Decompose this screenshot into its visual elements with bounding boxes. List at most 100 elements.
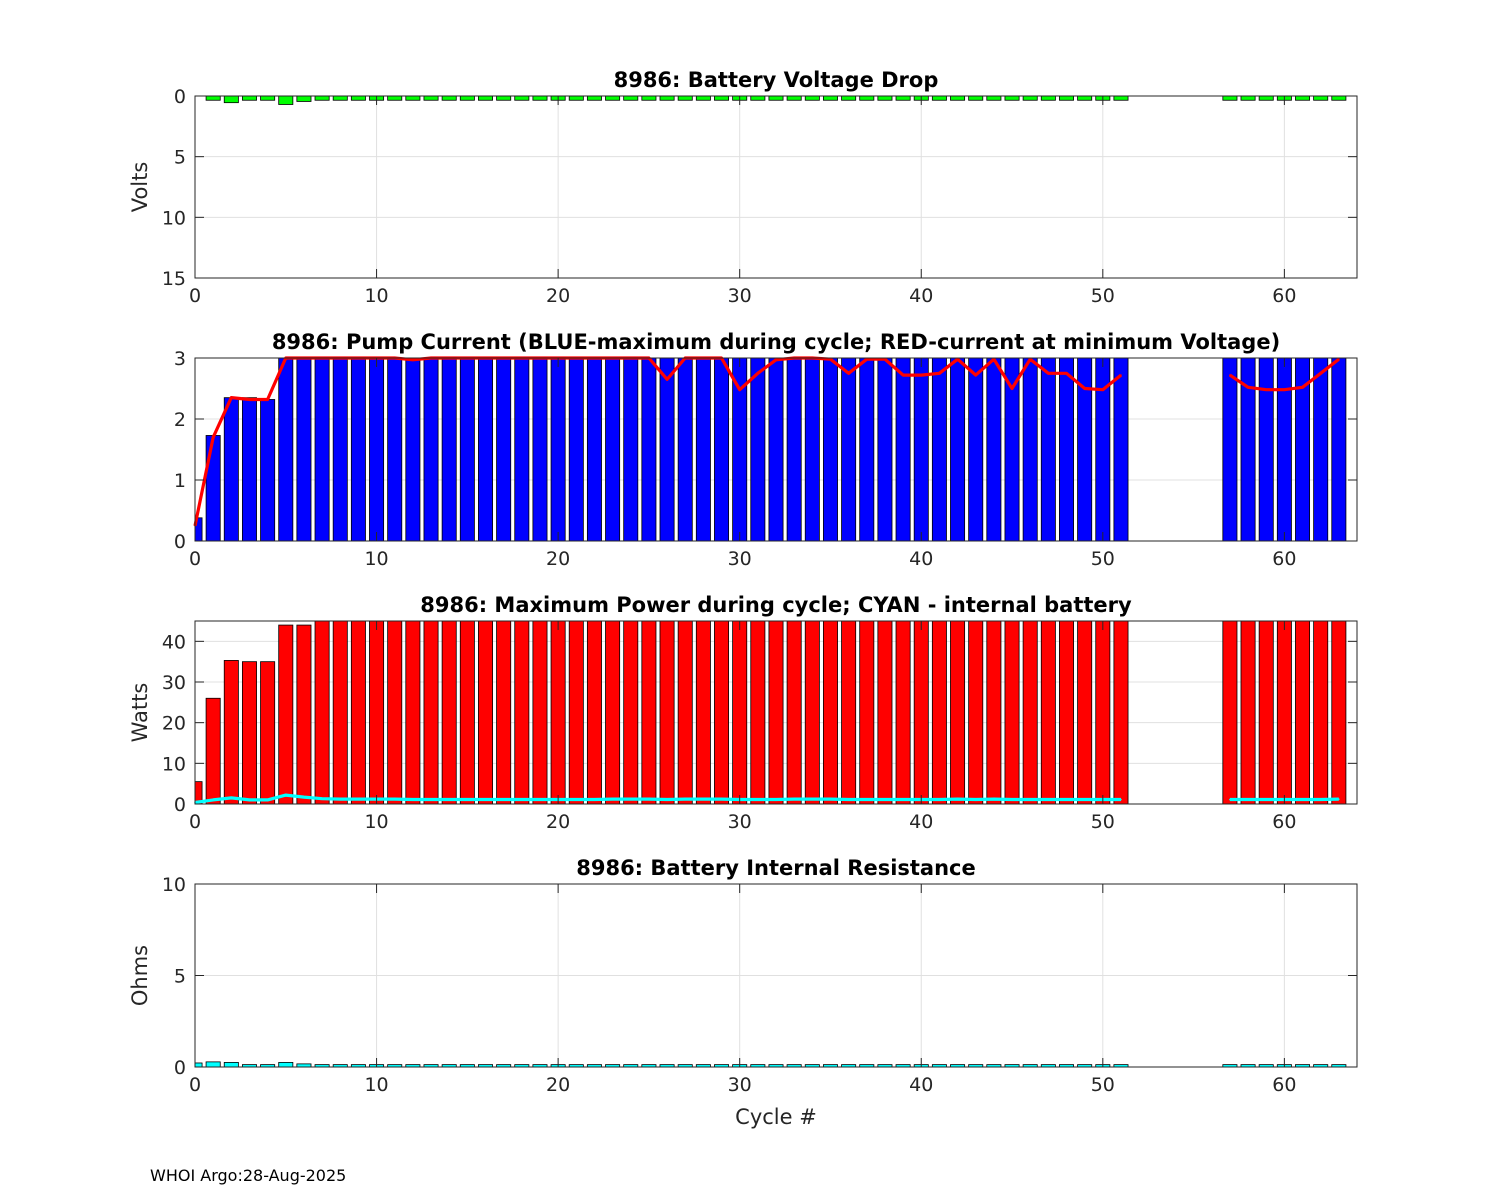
data-bar <box>586 620 602 805</box>
x-tick-label: 30 <box>728 548 752 570</box>
chart-title: 8986: Battery Voltage Drop <box>614 68 939 92</box>
data-bar <box>968 620 984 805</box>
data-point <box>230 396 233 399</box>
data-point <box>466 798 469 801</box>
data-point <box>1247 798 1249 801</box>
data-point <box>829 358 832 361</box>
data-bar <box>478 620 493 805</box>
data-bar <box>405 357 421 542</box>
x-tick-label: 30 <box>728 1074 752 1096</box>
y-axis-label: Volts <box>128 162 152 213</box>
data-point <box>684 798 687 800</box>
data-bar <box>459 95 475 101</box>
data-point <box>412 359 414 361</box>
data-bar <box>1077 620 1093 805</box>
y-tick-label: 1 <box>174 470 186 492</box>
data-bar <box>641 357 657 542</box>
data-bar <box>369 620 385 805</box>
data-bar <box>496 620 512 805</box>
data-bar <box>1022 357 1038 542</box>
data-bar <box>332 357 348 542</box>
data-bar <box>332 95 348 101</box>
data-bar <box>877 95 893 101</box>
data-bar <box>986 95 1002 101</box>
data-bar <box>804 620 820 805</box>
x-tick-label: 10 <box>364 285 388 307</box>
data-bar <box>750 357 766 542</box>
data-bar <box>1295 620 1311 805</box>
data-point <box>1047 372 1050 375</box>
data-point <box>1301 386 1304 389</box>
data-bar <box>514 95 530 101</box>
data-bar <box>913 357 929 542</box>
data-bar <box>278 95 294 105</box>
data-bar <box>1022 620 1038 805</box>
data-bar <box>1222 95 1238 101</box>
data-bar <box>1113 620 1129 805</box>
data-bar <box>1258 357 1274 542</box>
data-bar <box>786 620 802 805</box>
data-bar <box>841 95 857 101</box>
data-bar <box>950 357 966 542</box>
data-point <box>884 798 886 801</box>
data-bar <box>205 697 221 805</box>
data-bar <box>750 95 766 101</box>
data-bar <box>714 357 730 542</box>
data-bar <box>659 620 675 805</box>
bar-series <box>194 620 1347 805</box>
data-bar <box>369 357 385 542</box>
data-point <box>521 798 523 801</box>
data-bar <box>1059 620 1074 805</box>
data-point <box>248 398 251 401</box>
data-bar <box>1095 620 1111 805</box>
y-tick-label: 0 <box>174 794 186 816</box>
data-point <box>1301 798 1304 801</box>
data-point <box>1319 372 1322 375</box>
x-tick-label: 40 <box>909 285 933 307</box>
chart-title: 8986: Maximum Power during cycle; CYAN -… <box>420 593 1132 617</box>
data-point <box>1338 358 1340 361</box>
data-bar <box>1222 620 1238 805</box>
data-bar <box>387 95 403 101</box>
data-point <box>539 798 541 801</box>
data-point <box>266 799 269 801</box>
axes-background <box>195 96 1357 278</box>
data-bar <box>623 95 639 101</box>
data-point <box>1229 374 1231 376</box>
data-point <box>1120 374 1122 376</box>
data-point <box>266 398 269 401</box>
data-bar <box>1040 95 1056 101</box>
data-bar <box>859 357 875 542</box>
data-bar <box>877 620 893 805</box>
data-bar <box>623 620 639 805</box>
data-bar <box>695 620 711 805</box>
data-bar <box>205 95 221 101</box>
data-bar <box>1276 620 1292 805</box>
data-bar <box>314 95 330 101</box>
data-bar <box>332 620 348 805</box>
y-tick-label: 30 <box>162 672 186 694</box>
data-bar <box>241 661 257 805</box>
x-tick-label: 30 <box>728 285 752 307</box>
data-point <box>920 374 923 376</box>
data-bar <box>804 357 820 542</box>
bar-series <box>194 357 1347 542</box>
data-point <box>230 797 233 799</box>
data-bar <box>405 95 421 101</box>
footer-credit: WHOI Argo:28-Aug-2025 <box>150 1166 347 1185</box>
data-bar <box>296 624 312 805</box>
x-tick-label: 60 <box>1272 548 1296 570</box>
data-bar <box>586 357 602 542</box>
data-bar <box>550 620 566 805</box>
data-bar <box>732 620 748 805</box>
data-bar <box>1295 95 1311 101</box>
data-point <box>502 798 505 801</box>
data-bar <box>405 620 421 805</box>
data-bar <box>895 95 911 101</box>
data-point <box>974 374 977 376</box>
data-point <box>1265 388 1268 391</box>
data-point <box>775 359 777 361</box>
data-point <box>757 372 759 375</box>
data-point <box>1338 798 1340 800</box>
y-tick-label: 15 <box>162 268 186 290</box>
